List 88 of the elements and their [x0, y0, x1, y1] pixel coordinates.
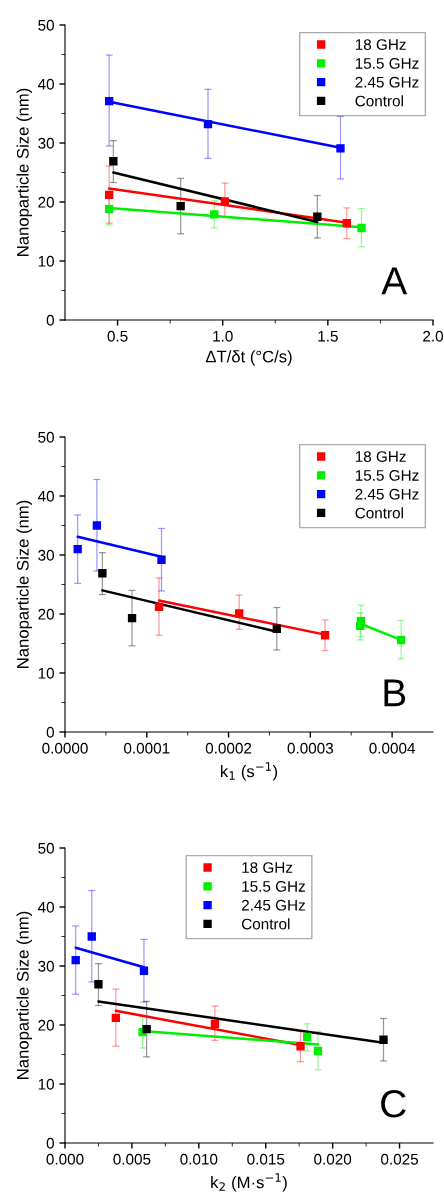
x-axis-title: k$_{1}$ (s$^{−1}$): [220, 762, 278, 781]
point: [104, 96, 114, 106]
legend-label: 18 GHz: [242, 862, 293, 873]
x-tick-label: 0.0002: [205, 742, 252, 754]
legend-label: Control: [355, 507, 403, 519]
y-tick-label: 20: [38, 1019, 54, 1031]
point: [92, 521, 102, 530]
point: [357, 223, 366, 233]
x-tick-label: 0.015: [247, 1153, 285, 1165]
point: [272, 624, 281, 633]
x-axis-title: ΔT/δt (°C/s): [205, 350, 292, 366]
y-tick-label: 10: [38, 667, 54, 679]
point: [203, 119, 213, 129]
y-tick-label: 50: [38, 19, 54, 31]
point: [157, 555, 166, 564]
y-tick-label: 10: [38, 1078, 54, 1090]
point: [94, 980, 103, 989]
y-tick-label: 30: [38, 549, 54, 561]
y-tick-label: 0: [46, 726, 54, 738]
x-tick-label: 0.005: [113, 1153, 151, 1165]
y-tick-label: 40: [37, 490, 54, 502]
legend-label: 2.45 GHz: [355, 488, 419, 500]
point: [296, 1042, 305, 1051]
x-tick-label: 0.000: [46, 1153, 84, 1165]
y-tick-label: 0: [46, 1137, 54, 1149]
legend-label: 15.5 GHz: [355, 469, 419, 481]
point: [87, 932, 96, 941]
x-tick-label: 0.025: [381, 1153, 419, 1165]
point: [210, 210, 219, 219]
point: [98, 569, 107, 578]
point: [342, 219, 351, 228]
point: [111, 1013, 121, 1023]
point: [235, 609, 244, 618]
x-tick-label: 0.010: [180, 1153, 218, 1165]
y-tick-label: 50: [38, 842, 54, 854]
x-tick-label: 0.0000: [42, 742, 88, 754]
y-tick-label: 50: [38, 431, 54, 443]
point: [109, 157, 118, 166]
x-tick-label: 1.5: [318, 330, 338, 342]
y-axis-title: Nanoparticle Size (nm): [16, 911, 33, 1079]
x-tick-label: 0.0003: [287, 742, 334, 754]
x-tick-label: 0.020: [314, 1153, 352, 1165]
point: [104, 204, 114, 214]
y-tick-label: 30: [38, 137, 54, 149]
x-axis-title: k$_{2}$ (M·s$^{−1}$): [211, 1173, 287, 1192]
y-tick-label: 40: [37, 78, 54, 90]
legend-label: Control: [241, 918, 290, 930]
point: [104, 190, 114, 200]
point: [73, 544, 82, 554]
point: [303, 1032, 312, 1041]
point: [176, 201, 185, 211]
x-tick-label: 0.5: [107, 330, 128, 342]
legend-label: 18 GHz: [355, 451, 406, 462]
legend-label: 2.45 GHz: [355, 76, 419, 88]
legend-label: 15.5 GHz: [242, 880, 305, 892]
x-tick-label: 2.0: [423, 330, 444, 342]
point: [220, 197, 229, 206]
point: [336, 144, 345, 153]
y-tick-label: 10: [38, 255, 54, 267]
point: [320, 631, 330, 640]
annotation: C: [381, 1090, 406, 1118]
point: [313, 1046, 323, 1056]
legend-label: 2.45 GHz: [241, 899, 305, 911]
point: [71, 955, 80, 965]
annotation: B: [384, 679, 406, 707]
y-tick-label: 20: [38, 608, 54, 620]
legend-label: Control: [355, 95, 403, 107]
y-axis-title: Nanoparticle Size (nm): [16, 88, 33, 256]
y-axis-title: Nanoparticle Size (nm): [16, 500, 33, 668]
point: [139, 966, 149, 975]
point: [356, 616, 366, 626]
y-tick-label: 20: [38, 196, 54, 208]
y-tick-label: 30: [38, 960, 54, 972]
point: [396, 635, 406, 645]
x-tick-label: 1.0: [213, 330, 233, 342]
point: [210, 1019, 220, 1028]
point: [127, 613, 137, 623]
point: [142, 1024, 151, 1034]
point: [313, 212, 322, 221]
y-tick-label: 0: [46, 314, 54, 326]
point: [379, 1035, 388, 1044]
y-tick-label: 40: [37, 901, 54, 913]
annotation: A: [381, 267, 408, 295]
legend-label: 15.5 GHz: [355, 57, 419, 69]
x-tick-label: 0.0004: [369, 742, 416, 754]
point: [154, 602, 164, 612]
legend-label: 18 GHz: [355, 39, 406, 50]
x-tick-label: 0.0001: [124, 742, 170, 754]
